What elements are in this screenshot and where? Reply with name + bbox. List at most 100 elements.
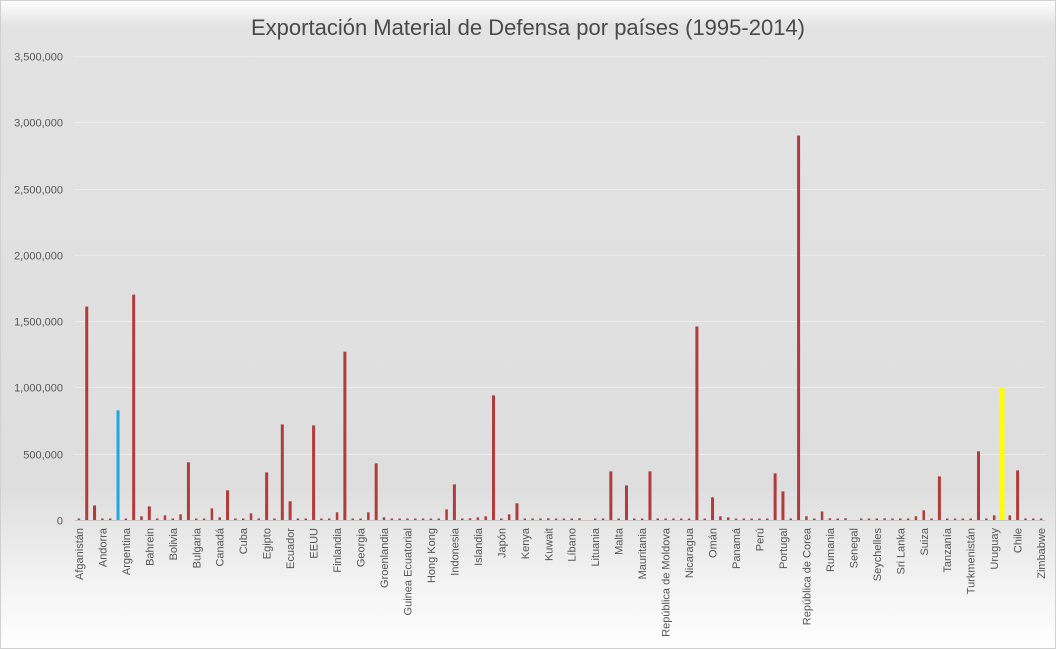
bar bbox=[202, 518, 206, 520]
bar bbox=[171, 518, 175, 520]
x-tick-label: Líbano bbox=[567, 528, 579, 562]
y-tick-label: 0 bbox=[57, 516, 63, 528]
x-tick-label: Chile bbox=[1013, 528, 1025, 553]
bar bbox=[992, 515, 996, 520]
bar bbox=[719, 516, 722, 520]
bar bbox=[531, 518, 534, 520]
bar bbox=[132, 294, 136, 520]
bar bbox=[703, 518, 706, 520]
bar bbox=[766, 518, 769, 520]
bar bbox=[265, 472, 269, 520]
bar bbox=[343, 351, 347, 520]
bar bbox=[539, 518, 542, 520]
x-tick-label: Finlandia bbox=[332, 527, 344, 573]
x-tick-label: República de Corea bbox=[801, 527, 813, 625]
bar bbox=[210, 508, 214, 520]
bar bbox=[335, 512, 339, 520]
bar bbox=[280, 424, 284, 520]
x-tick-label: Lituania bbox=[590, 527, 602, 566]
bar bbox=[195, 518, 198, 520]
bar bbox=[226, 490, 230, 520]
x-tick-label: EEUU bbox=[309, 528, 321, 559]
bar bbox=[179, 514, 182, 520]
x-tick-label: Turkmenistán bbox=[966, 528, 978, 594]
bar bbox=[507, 514, 511, 520]
x-tick-label: Ecuador bbox=[285, 528, 297, 569]
bar bbox=[609, 471, 613, 520]
bar bbox=[249, 513, 253, 520]
bar bbox=[116, 410, 120, 520]
bar bbox=[656, 518, 660, 520]
bar bbox=[867, 518, 871, 520]
x-tick-label: Suiza bbox=[919, 527, 931, 555]
x-tick-label: Egipto bbox=[262, 528, 274, 559]
x-tick-label: Bulgaria bbox=[191, 527, 203, 568]
bar bbox=[961, 518, 965, 520]
bar bbox=[445, 509, 448, 520]
bar bbox=[695, 326, 699, 520]
bar bbox=[554, 518, 558, 520]
bar bbox=[351, 518, 354, 520]
bar bbox=[891, 518, 894, 520]
bar bbox=[452, 484, 456, 520]
bar bbox=[484, 516, 487, 520]
bar bbox=[108, 518, 112, 520]
bar bbox=[398, 518, 401, 520]
bar bbox=[1039, 518, 1043, 520]
y-tick-label: 1,500,000 bbox=[14, 317, 63, 329]
bar bbox=[797, 135, 801, 521]
y-tick-label: 3,500,000 bbox=[14, 52, 63, 64]
bar bbox=[875, 518, 879, 520]
bar bbox=[304, 518, 308, 520]
bar bbox=[578, 518, 581, 520]
x-tick-label: Zimbabwe bbox=[1036, 528, 1048, 579]
bar bbox=[781, 491, 785, 520]
bar bbox=[77, 518, 81, 520]
bar bbox=[758, 518, 761, 520]
bar bbox=[977, 451, 981, 520]
bar bbox=[320, 518, 323, 520]
bar bbox=[515, 503, 519, 520]
x-tick-label: Sri Lanka bbox=[895, 527, 907, 574]
bar bbox=[288, 501, 292, 520]
bar bbox=[163, 515, 167, 520]
bar bbox=[234, 518, 237, 520]
bar bbox=[633, 518, 636, 520]
bar bbox=[327, 518, 331, 520]
bar bbox=[85, 306, 89, 520]
bar bbox=[570, 518, 573, 520]
x-tick-label: Senegal bbox=[848, 528, 860, 568]
bar bbox=[367, 512, 370, 520]
x-tick-label: Bolivia bbox=[168, 527, 180, 560]
bar bbox=[711, 497, 715, 520]
y-tick-label: 1,000,000 bbox=[14, 383, 63, 395]
bar bbox=[906, 518, 910, 520]
x-tick-label: Malta bbox=[614, 527, 626, 555]
bar bbox=[437, 518, 440, 520]
bar bbox=[359, 518, 362, 520]
x-tick-label: Seychelles bbox=[872, 528, 884, 582]
x-tick-label: Kenya bbox=[520, 527, 532, 559]
bar bbox=[687, 518, 691, 520]
x-tick-label: Japón bbox=[496, 528, 508, 558]
x-tick-label: Kuwait bbox=[543, 528, 555, 561]
bar bbox=[836, 518, 839, 520]
bar bbox=[429, 518, 433, 520]
bar bbox=[374, 463, 378, 520]
bar bbox=[999, 387, 1005, 520]
bar bbox=[930, 518, 933, 520]
bar bbox=[93, 505, 97, 520]
bar bbox=[468, 518, 472, 520]
bar bbox=[969, 518, 972, 520]
bar bbox=[742, 518, 746, 520]
y-tick-label: 3,000,000 bbox=[14, 118, 63, 130]
bar bbox=[734, 518, 738, 520]
bar bbox=[257, 518, 261, 520]
x-tick-label: Mauritania bbox=[637, 527, 649, 579]
x-tick-label: Guinea Ecuatorial bbox=[402, 528, 414, 615]
x-tick-label: Portugal bbox=[778, 528, 790, 569]
bar bbox=[773, 473, 777, 520]
bar bbox=[750, 518, 753, 520]
x-tick-label: Bahrein bbox=[144, 528, 156, 566]
